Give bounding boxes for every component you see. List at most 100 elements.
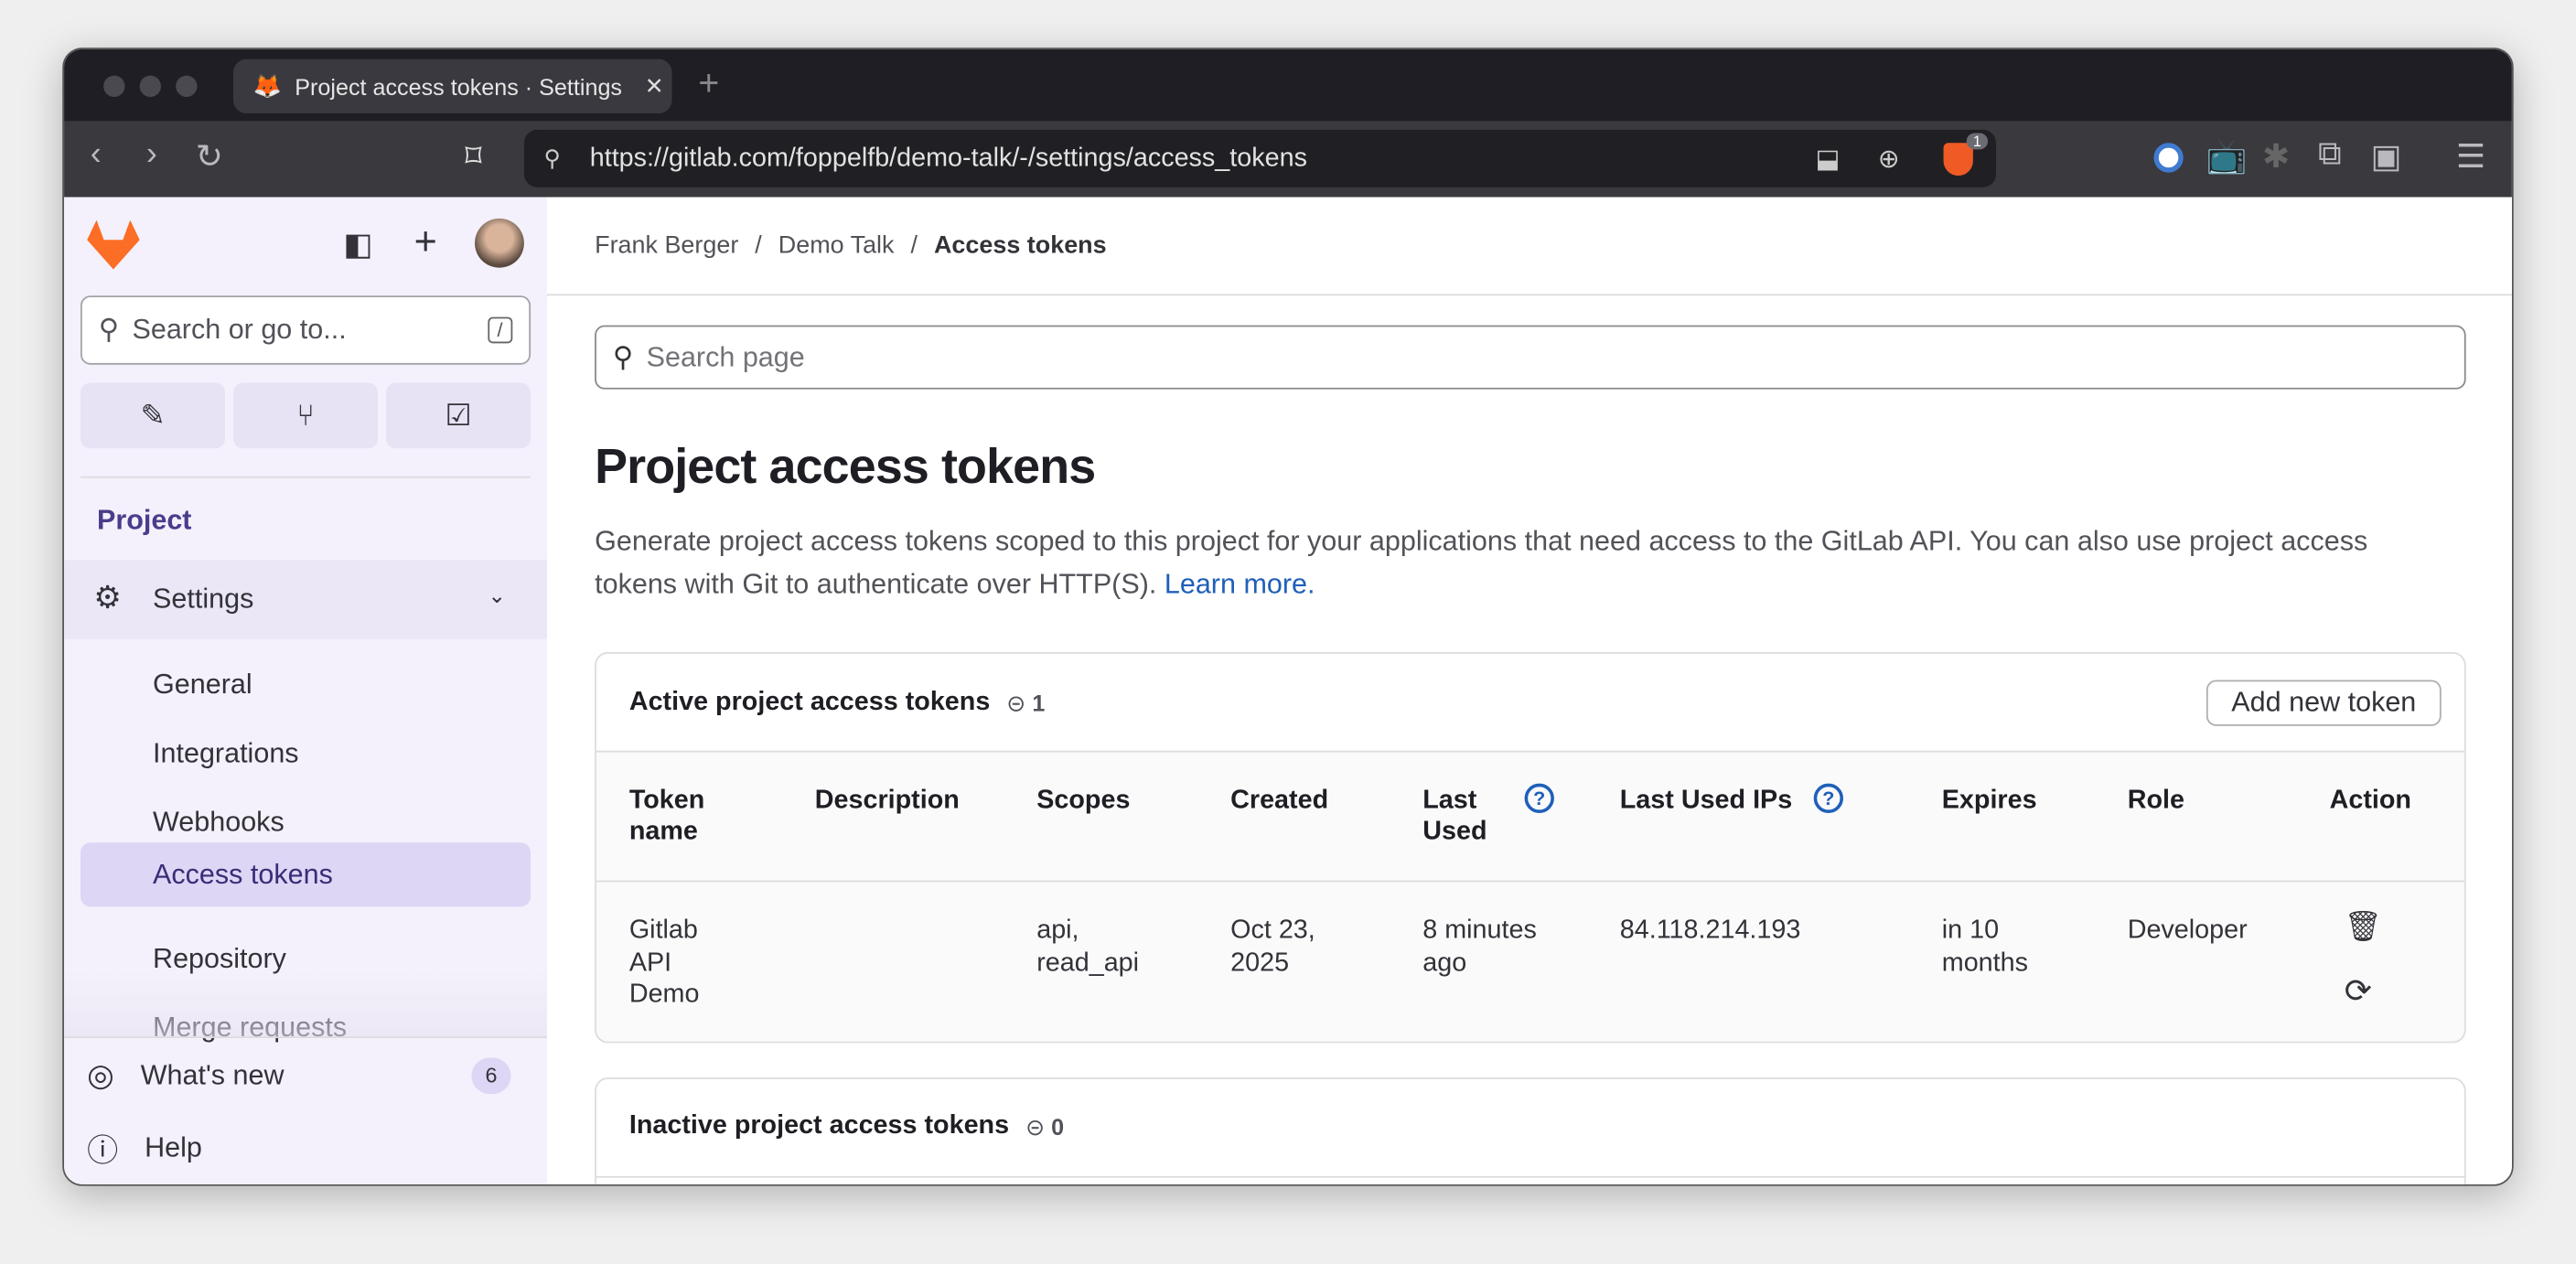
bug-extension-icon[interactable]: ✱ xyxy=(2261,139,2291,177)
inactive-tokens-card: Inactive project access tokens ⊝ 0 xyxy=(595,1077,2466,1184)
whats-new-label: What's new xyxy=(140,1059,284,1091)
gitlab-logo[interactable] xyxy=(87,220,140,270)
chevron-down-icon: ⌄ xyxy=(488,583,506,608)
token-count-icon: ⊝ 0 xyxy=(1025,1112,1065,1140)
last-used-ips-help-icon[interactable]: ? xyxy=(1813,783,1843,813)
todo-icon: ☑ xyxy=(445,398,472,432)
main-content: Frank Berger / Demo Talk / Access tokens ⚲… xyxy=(547,197,2512,1184)
address-bar[interactable]: ⚲ https://gitlab.com/foppelfb/demo-talk/… xyxy=(523,129,1997,187)
token-created: Oct 23, 2025 xyxy=(1230,916,1315,977)
close-window-button[interactable] xyxy=(103,75,125,97)
shields-badge: 1 xyxy=(1966,133,1989,150)
breadcrumb-user[interactable]: Frank Berger xyxy=(595,231,739,260)
project-section-title[interactable]: Project xyxy=(96,504,192,536)
reload-icon[interactable]: ↻ xyxy=(195,139,223,177)
tokens-table: Token name Description Scopes Created La… xyxy=(596,750,2464,1042)
divider xyxy=(80,476,531,478)
revoke-trash-icon[interactable]: 🗑 xyxy=(2344,909,2382,943)
tab-bar: 🦊 Project access tokens · Settings ✕ + xyxy=(64,48,2512,122)
token-scopes: api, read_api xyxy=(1036,916,1140,977)
close-tab-icon[interactable]: ✕ xyxy=(644,72,664,99)
divider xyxy=(547,294,2512,296)
page-description: Generate project access tokens scoped to… xyxy=(595,520,2451,605)
divider xyxy=(64,1036,548,1039)
nav-label: Webhooks xyxy=(153,805,284,838)
password-manager-icon[interactable] xyxy=(2153,143,2184,173)
col-scopes: Scopes xyxy=(1036,787,1131,815)
menu-icon[interactable]: ☰ xyxy=(2455,139,2486,177)
back-icon[interactable]: ‹ xyxy=(90,136,102,173)
issues-icon: ✎ xyxy=(140,398,166,432)
col-token-name: Token name xyxy=(628,787,705,846)
create-new-icon[interactable]: + xyxy=(413,220,437,265)
add-new-token-button[interactable]: Add new token xyxy=(2206,680,2442,726)
last-used-help-icon[interactable]: ? xyxy=(1524,783,1554,813)
breadcrumb-current[interactable]: Access tokens xyxy=(933,231,1107,260)
sidebar-item-access-tokens[interactable]: Access tokens xyxy=(80,842,531,907)
tab-title: Project access tokens · Settings xyxy=(295,72,623,100)
token-name: Gitlab API Demo xyxy=(628,916,700,1009)
todos-button[interactable]: ☑ xyxy=(386,382,531,449)
token-last-used: 8 minutes ago xyxy=(1422,916,1537,977)
active-tokens-title: Active project access tokens xyxy=(628,688,991,717)
col-expires: Expires xyxy=(1941,787,2037,815)
install-icon[interactable]: ⬓ xyxy=(1815,145,1841,174)
nav-label: Integrations xyxy=(153,736,299,768)
forward-icon[interactable]: › xyxy=(145,136,157,173)
breadcrumb-project[interactable]: Demo Talk xyxy=(778,231,895,260)
description-text: Generate project access tokens scoped to… xyxy=(595,525,2368,600)
sidebar-item-general[interactable]: General xyxy=(80,652,531,716)
active-token-count: 1 xyxy=(1032,689,1046,716)
whats-new-item[interactable]: ◎ What's new 6 xyxy=(80,1048,531,1104)
sidebar-search[interactable]: ⚲ Search or go to... / xyxy=(80,295,531,365)
learn-more-link[interactable]: Learn more. xyxy=(1164,568,1315,600)
inactive-token-count: 0 xyxy=(1051,1112,1065,1140)
compass-icon: ◎ xyxy=(87,1058,114,1094)
user-avatar[interactable] xyxy=(475,218,524,268)
token-role: Developer xyxy=(2127,916,2248,945)
new-tab-button[interactable]: + xyxy=(698,62,720,104)
settings-gear-icon: ⚙ xyxy=(93,581,122,616)
gitlab-favicon-icon: 🦊 xyxy=(252,72,282,99)
toggle-sidebar-icon[interactable]: ◧ xyxy=(343,228,373,263)
col-action: Action xyxy=(2329,787,2411,815)
browser-toolbar: ‹ › ↻ ⌑ ⚲ https://gitlab.com/foppelfb/de… xyxy=(64,121,2512,198)
settings-label: Settings xyxy=(153,583,254,615)
help-item[interactable]: ⓘ Help xyxy=(80,1120,531,1176)
whats-new-count-badge: 6 xyxy=(471,1057,511,1095)
token-last-used-ips: 84.118.214.193 xyxy=(1619,916,1801,945)
zoom-icon[interactable]: ⊕ xyxy=(1877,145,1900,174)
token-expires: in 10 months xyxy=(1941,916,2028,977)
card-header: Inactive project access tokens ⊝ 0 xyxy=(629,1112,1064,1141)
bookmark-icon[interactable]: ⌑ xyxy=(465,139,482,177)
page-title: Project access tokens xyxy=(595,440,1096,495)
merge-request-icon: ⑂ xyxy=(296,398,315,432)
browser-window: 🦊 Project access tokens · Settings ✕ + ‹… xyxy=(62,48,2514,1186)
search-page-input[interactable]: ⚲ Search page xyxy=(595,325,2466,390)
brave-shields-icon[interactable] xyxy=(1943,142,1973,176)
breadcrumb: Frank Berger / Demo Talk / Access tokens xyxy=(595,231,1107,260)
sidebar-item-webhooks[interactable]: Webhooks xyxy=(80,790,531,854)
sidebar: ◧ + ⚲ Search or go to... / ✎ ⑂ ☑ Project… xyxy=(64,197,548,1184)
search-icon: ⚲ xyxy=(98,314,120,346)
sidebar-item-repository[interactable]: Repository xyxy=(80,927,531,991)
card-header: Active project access tokens ⊝ 1 xyxy=(629,688,1046,717)
help-label: Help xyxy=(145,1131,202,1163)
search-icon: ⚲ xyxy=(612,340,634,372)
rotate-token-icon[interactable]: ⟳ xyxy=(2344,973,2372,1011)
sidebar-item-integrations[interactable]: Integrations xyxy=(80,721,531,785)
site-settings-icon[interactable]: ⚲ xyxy=(543,145,561,171)
settings-group-header[interactable]: ⚙ Settings ⌄ xyxy=(64,560,548,639)
col-last-used: Last Used xyxy=(1422,787,1487,846)
merge-requests-button[interactable]: ⑂ xyxy=(233,382,379,449)
browser-tab[interactable]: 🦊 Project access tokens · Settings ✕ xyxy=(233,59,672,113)
tv-extension-icon[interactable]: 📺 xyxy=(2206,139,2248,177)
page-search-extension-icon[interactable]: ▣ xyxy=(2370,139,2402,177)
shortcut-hint: / xyxy=(487,316,513,344)
help-icon: ⓘ xyxy=(87,1134,119,1169)
inactive-tokens-title: Inactive project access tokens xyxy=(628,1111,1010,1141)
maximize-window-button[interactable] xyxy=(176,75,198,97)
issues-button[interactable]: ✎ xyxy=(80,382,226,449)
extensions-icon[interactable]: ⧉ xyxy=(2318,136,2342,173)
minimize-window-button[interactable] xyxy=(139,75,161,97)
